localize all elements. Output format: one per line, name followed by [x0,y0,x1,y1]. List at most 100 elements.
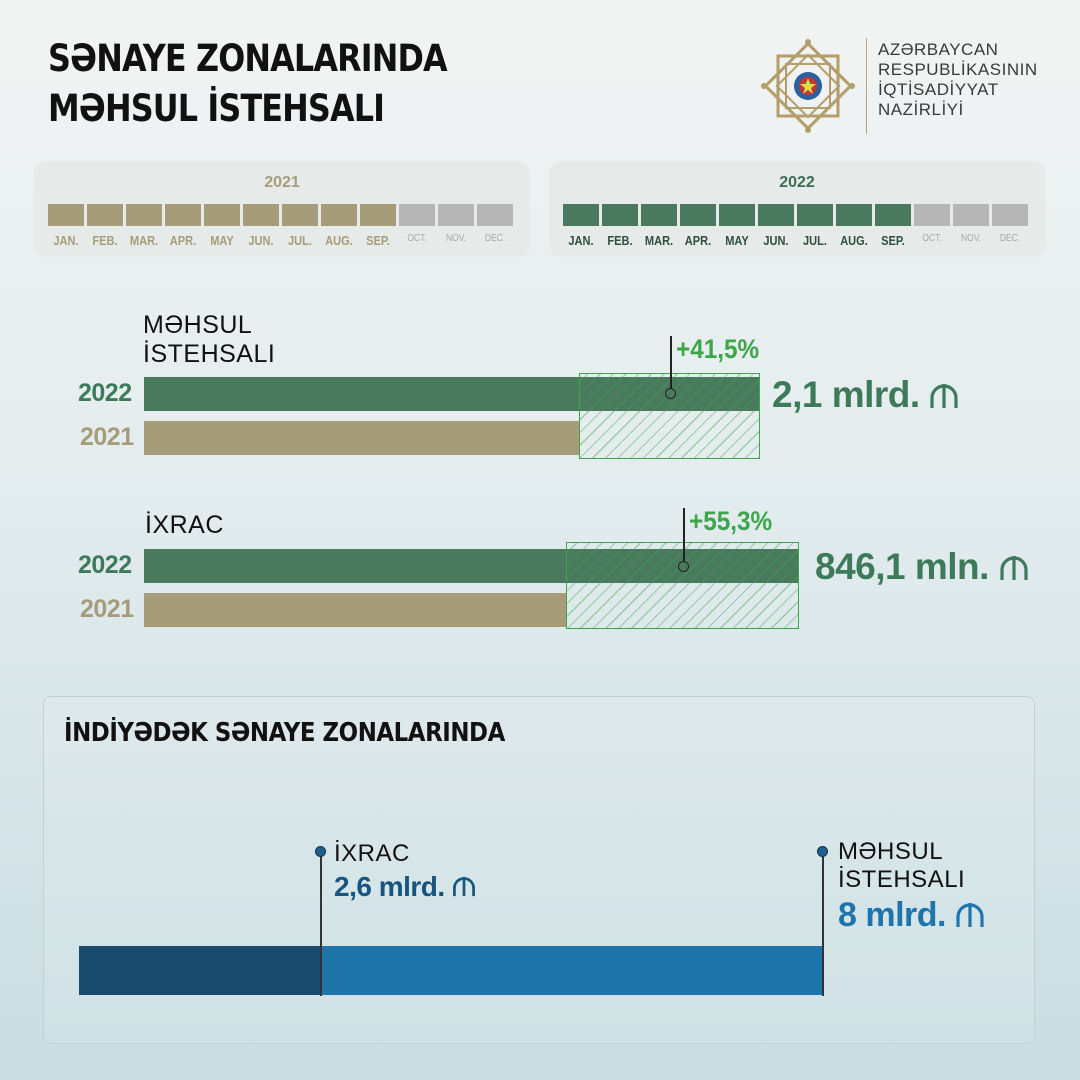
month-cell [204,204,240,226]
month-label: FEB. [607,233,633,248]
month-label: MAR. [644,233,674,248]
month-cell [680,204,716,226]
month-label: OCT. [407,233,427,244]
month-label: JUL. [288,233,312,248]
manat-icon [1000,556,1028,580]
month-cell [48,204,84,226]
month-cell [399,204,435,226]
title-line-1: SƏNAYE ZONALARINDA [48,37,448,80]
month-label: JUN. [248,233,274,248]
ministry-emblem-icon [761,39,855,133]
export-marker-line [320,852,322,996]
month-label: FEB. [92,233,118,248]
export-marker-dot [315,846,326,857]
calendar-2021: 2021 JAN. FEB. MAR. APR. MAY JUN. JUL. AUG. SEP.… [34,161,530,257]
growth-leader-dot [678,561,689,572]
export-total-value: 2,6 mlrd. [334,871,476,903]
export-label: İXRAC [145,511,224,540]
title-line-2: MƏHSUL İSTEHSALI [48,87,385,130]
bar-2022 [144,549,799,583]
export-total-value-text: 2,6 mlrd. [334,871,445,902]
growth-leader-line [683,508,685,565]
production-total-label: MƏHSUL İSTEHSALI [838,838,965,894]
month-cell [758,204,794,226]
growth-leader-dot [665,388,676,399]
month-label: NOV. [960,233,982,244]
month-cell [992,204,1028,226]
month-label: JAN. [568,233,594,248]
month-label: APR. [169,233,197,248]
growth-percentage: +41,5% [676,334,760,364]
month-cell [360,204,396,226]
production-marker-dot [817,846,828,857]
ministry-divider [866,38,867,134]
month-cell [914,204,950,226]
month-cell [836,204,872,226]
month-label: SEP. [366,233,390,248]
page-title: SƏNAYE ZONALARINDA MƏHSUL İSTEHSALI [48,34,448,134]
month-label: SEP. [881,233,905,248]
month-cell [87,204,123,226]
growth-percentage: +55,3% [689,506,773,536]
production-total-value: 8 mlrd. [838,896,985,935]
bar-2021 [144,421,579,455]
month-label: DEC. [999,233,1021,244]
ministry-name: AZƏRBAYCAN RESPUBLİKASININ İQTİSADİYYAT … [878,40,1038,120]
month-label: AUG. [325,233,353,248]
calendar-cells [48,204,513,226]
growth-leader-line [670,336,672,393]
manat-icon [930,384,959,408]
calendar-year: 2022 [779,174,815,191]
production-total-label-line-2: İSTEHSALI [838,866,966,893]
value-2022: 2,1 mlrd. [772,374,959,416]
production-marker-line [822,852,824,996]
month-label: NOV. [445,233,467,244]
month-label: MAY [725,233,749,248]
month-cell [477,204,513,226]
year-label-2022: 2022 [78,379,132,407]
production-total-label-line-1: MƏHSUL [838,838,944,865]
month-cell [797,204,833,226]
year-label-2021: 2021 [80,595,134,623]
export-label-line-1: İXRAC [145,511,224,539]
month-label: DEC. [484,233,506,244]
calendar-month-labels: JAN. FEB. MAR. APR. MAY JUN. JUL. AUG. SEP. OCT. N… [48,233,513,248]
calendar-2022: 2022 JAN. FEB. MAR. APR. MAY JUN. JUL. AUG. SEP.… [549,161,1045,257]
year-label-2022: 2022 [78,551,132,579]
month-label: MAY [210,233,234,248]
month-cell [126,204,162,226]
growth-hatch [566,542,799,629]
month-cell [953,204,989,226]
ministry-line-1: AZƏRBAYCAN [878,40,999,59]
month-cell [602,204,638,226]
bar-2021 [144,593,566,627]
month-cell [719,204,755,226]
value-2022-text: 2,1 mlrd. [772,374,920,415]
month-label: OCT. [922,233,942,244]
calendar-year: 2021 [264,174,300,191]
growth-hatch [579,373,760,459]
year-label-2021: 2021 [80,423,134,451]
month-label: JUL. [803,233,827,248]
month-label: AUG. [840,233,868,248]
ministry-line-3: İQTİSADİYYAT [878,80,999,99]
production-label-line-2: İSTEHSALI [143,340,276,368]
ministry-line-4: NAZİRLİYİ [878,100,964,119]
bar-2022 [144,377,760,411]
manat-icon [956,903,984,927]
month-label: JAN. [53,233,79,248]
cumulative-title: İNDİYƏDƏK SƏNAYE ZONALARINDA [64,718,505,748]
manat-icon [452,876,475,897]
month-label: JUN. [763,233,789,248]
month-cell [321,204,357,226]
export-total-label: İXRAC [334,840,410,867]
month-cell [641,204,677,226]
value-2022: 846,1 mln. [815,546,1029,588]
month-cell [282,204,318,226]
month-cell [243,204,279,226]
month-cell [875,204,911,226]
calendar-cells [563,204,1028,226]
value-2022-text: 846,1 mln. [815,546,989,587]
month-cell [563,204,599,226]
production-total-value-text: 8 mlrd. [838,896,946,934]
